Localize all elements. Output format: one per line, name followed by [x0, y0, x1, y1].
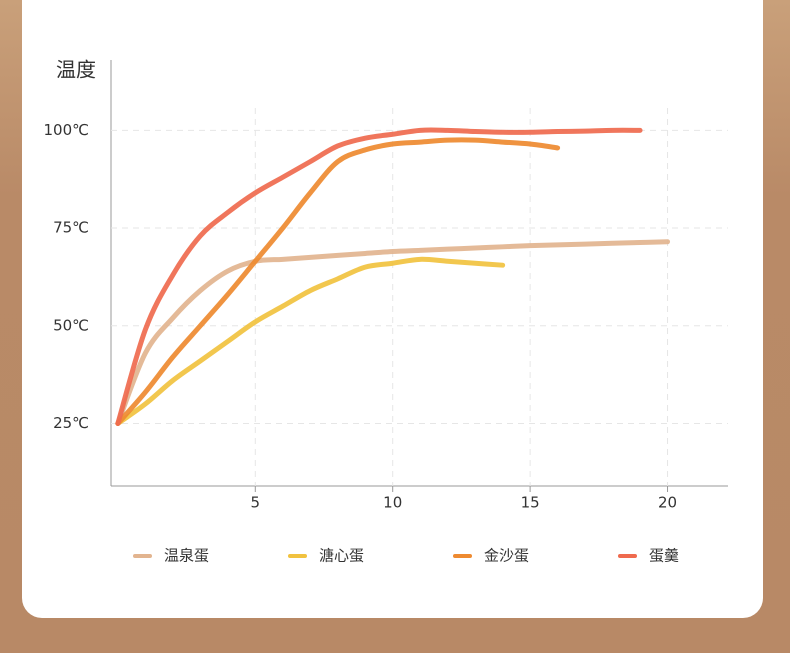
series-line — [115, 137, 561, 426]
y-tick-label: 50℃ — [53, 316, 89, 334]
series-line — [115, 239, 671, 426]
x-tick-label: 15 — [521, 494, 540, 512]
series-line — [115, 127, 643, 426]
x-tick-label: 5 — [251, 494, 261, 512]
x-tick-label: 20 — [658, 494, 677, 512]
legend-label: 金沙蛋 — [484, 547, 529, 565]
x-tick-label: 10 — [383, 494, 402, 512]
y-axis-label: 温度 — [56, 58, 96, 82]
y-tick-label: 100℃ — [44, 121, 89, 139]
y-tick-label: 25℃ — [53, 414, 89, 432]
legend-label: 蛋羹 — [649, 547, 679, 565]
y-tick-label: 75℃ — [53, 219, 89, 237]
legend-label: 温泉蛋 — [164, 547, 209, 565]
legend-label: 溏心蛋 — [319, 547, 364, 565]
series-line — [115, 256, 506, 426]
